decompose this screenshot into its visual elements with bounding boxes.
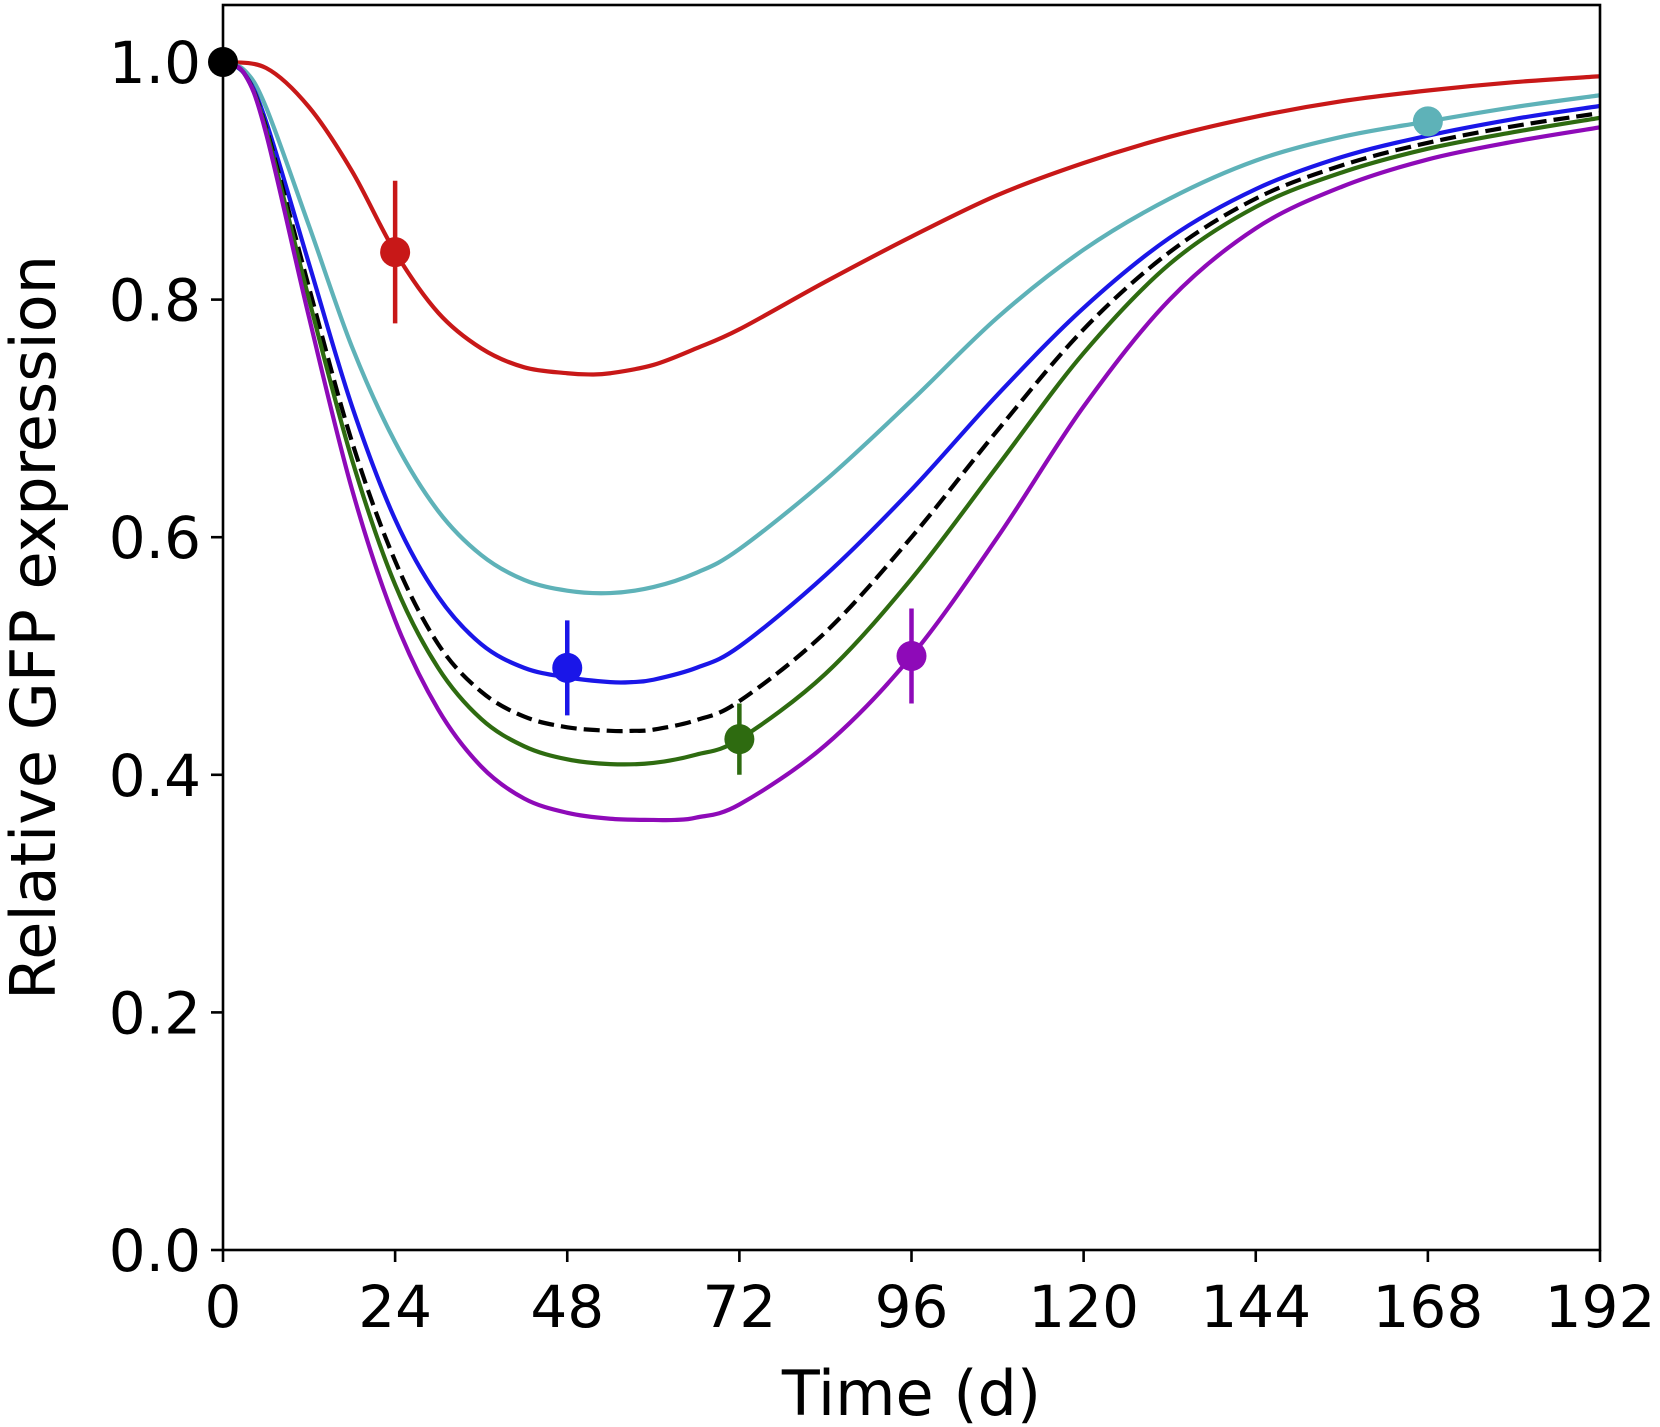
x-tick-label: 96 <box>875 1273 949 1341</box>
x-axis-label: Time (d) <box>781 1357 1041 1427</box>
series-line-purple <box>223 60 1600 823</box>
x-tick-label: 72 <box>702 1273 776 1341</box>
y-tick-label: 0.4 <box>109 742 201 810</box>
series-line-cyan <box>223 59 1600 596</box>
series-layer <box>223 59 1600 823</box>
y-tick-label: 0.8 <box>109 267 201 335</box>
y-tick-label: 0.6 <box>109 504 201 572</box>
data-point-green <box>724 724 755 755</box>
y-tick-label: 0.2 <box>109 979 201 1047</box>
x-tick-label: 0 <box>205 1273 242 1341</box>
x-tick-label: 168 <box>1373 1273 1484 1341</box>
x-axis: 0 24 48 72 96 120 144 168 192 <box>205 1250 1656 1341</box>
x-tick-label: 192 <box>1545 1273 1656 1341</box>
y-axis: 0.0 0.2 0.4 0.6 0.8 1.0 <box>109 29 223 1285</box>
y-tick-label: 0.0 <box>109 1217 201 1285</box>
data-point-blue <box>552 652 583 683</box>
marker-layer <box>208 47 1443 775</box>
x-tick-label: 48 <box>530 1273 604 1341</box>
y-axis-label: Relative GFP expression <box>0 255 70 1000</box>
data-point-red <box>380 237 411 268</box>
y-tick-label: 1.0 <box>109 29 201 97</box>
series-line-green <box>223 60 1600 767</box>
x-tick-label: 24 <box>358 1273 432 1341</box>
data-point-cyan <box>1412 106 1443 137</box>
x-tick-label: 120 <box>1028 1273 1139 1341</box>
series-line-blue <box>223 60 1600 685</box>
data-point-purple <box>896 641 927 671</box>
series-line-black-dashed <box>223 60 1600 734</box>
x-tick-label: 144 <box>1200 1273 1311 1341</box>
